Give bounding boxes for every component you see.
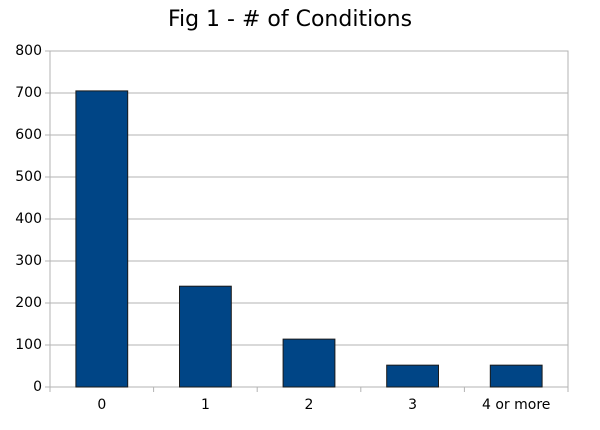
bar	[489, 364, 543, 388]
y-tick-label: 200	[15, 295, 42, 311]
chart-title: Fig 1 - # of Conditions	[168, 7, 412, 32]
x-tick-label: 1	[201, 397, 210, 413]
bar	[282, 338, 336, 388]
y-tick-label: 500	[15, 169, 42, 185]
bar	[75, 90, 129, 388]
x-tick-label: 2	[305, 397, 314, 413]
bar	[179, 285, 232, 388]
y-tick-label: 0	[33, 379, 42, 395]
x-tick-label: 0	[97, 397, 106, 413]
y-tick-label: 300	[15, 253, 42, 269]
y-tick-label: 600	[15, 127, 42, 143]
y-tick-label: 800	[15, 43, 42, 59]
x-tick-label: 3	[408, 397, 417, 413]
y-tick-label: 400	[15, 211, 42, 227]
y-tick-label: 100	[15, 337, 42, 353]
x-tick-label: 4 or more	[482, 397, 550, 413]
bar	[386, 364, 440, 388]
y-tick-label: 700	[15, 85, 42, 101]
